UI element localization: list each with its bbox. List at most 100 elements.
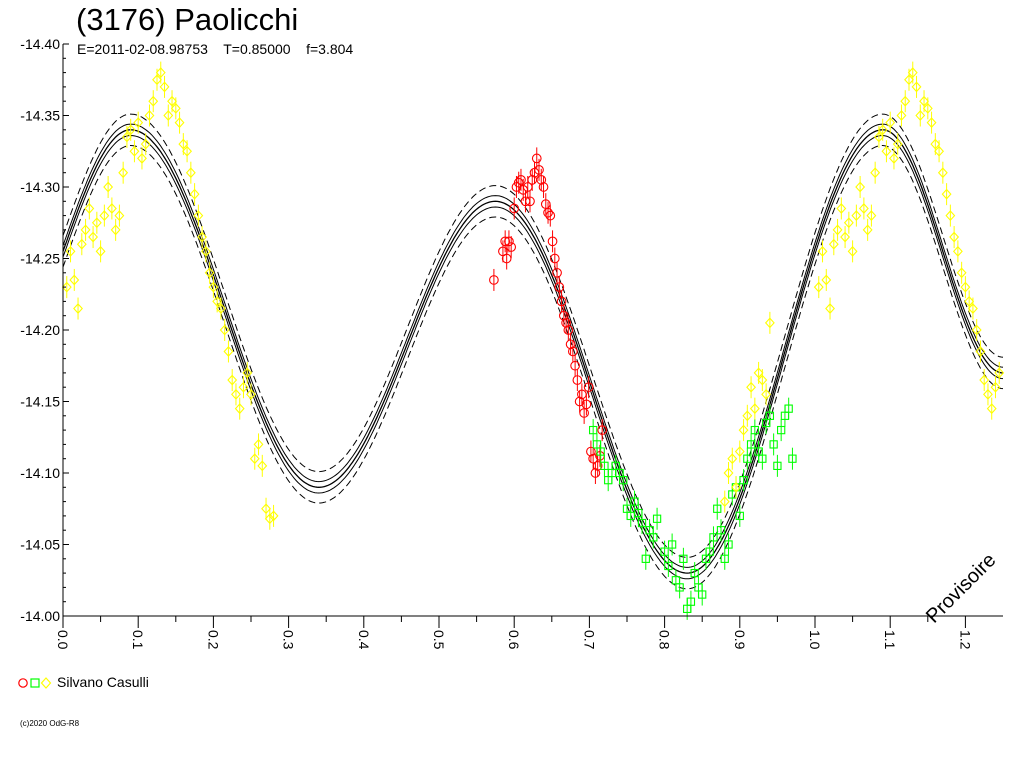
yellow-data-point	[99, 204, 110, 227]
chart-subtitle: E=2011-02-08.98753 T=0.85000 f=3.804	[77, 41, 354, 57]
yellow-data-point	[189, 183, 200, 206]
red-data-point	[501, 247, 512, 270]
green-data-point	[675, 576, 684, 599]
red-data-point	[545, 204, 556, 227]
green-data-point	[773, 454, 782, 477]
green-data-point	[713, 497, 722, 520]
yellow-data-point	[828, 233, 839, 256]
yellow-data-point	[817, 240, 828, 263]
green-data-point	[686, 590, 696, 613]
red-data-point	[516, 168, 526, 191]
green-data-point	[679, 547, 688, 570]
yellow-data-point	[960, 276, 971, 299]
yellow-data-point	[870, 161, 881, 184]
x-tick-label: 1.2	[957, 630, 973, 650]
yellow-data-point	[106, 197, 117, 220]
red-data-point	[554, 276, 565, 299]
legend-green-square-marker	[30, 678, 40, 688]
yellow-data-point	[862, 218, 873, 241]
yellow-data-point	[719, 490, 730, 513]
red-data-point	[489, 268, 499, 291]
yellow-data-point	[234, 397, 245, 420]
green-data-point	[784, 397, 793, 420]
yellow-data-point	[761, 383, 772, 406]
yellow-data-point	[193, 204, 204, 227]
yellow-data-point	[253, 433, 264, 456]
yellow-data-point	[858, 197, 869, 220]
red-data-point	[597, 419, 608, 442]
green-data-point	[664, 554, 673, 577]
green-data-point	[750, 419, 759, 442]
yellow-data-point	[764, 311, 775, 334]
green-data-point	[649, 526, 658, 549]
y-tick-label: -14.35	[20, 108, 60, 124]
legend-label: Silvano Casulli	[57, 674, 149, 690]
yellow-data-point	[881, 140, 892, 163]
yellow-data-point	[103, 176, 114, 198]
yellow-data-point	[971, 319, 982, 341]
green-data-point	[637, 512, 647, 535]
yellow-data-point	[163, 104, 174, 127]
yellow-data-point	[892, 133, 903, 156]
yellow-data-point	[821, 268, 832, 291]
red-data-point	[552, 261, 562, 284]
y-tick-label: -14.20	[20, 322, 60, 338]
y-tick-label: -14.30	[20, 179, 60, 195]
legend-markers	[18, 677, 52, 689]
yellow-data-point	[61, 276, 72, 299]
yellow-data-point	[95, 240, 106, 263]
yellow-data-point	[934, 140, 945, 163]
red-data-point	[572, 369, 583, 392]
yellow-data-point	[731, 476, 741, 499]
yellow-data-point	[956, 261, 967, 284]
yellow-data-point	[937, 161, 948, 184]
yellow-data-point	[986, 397, 997, 420]
x-tick-label: 0.8	[657, 630, 673, 650]
yellow-data-point	[174, 111, 185, 134]
yellow-data-point	[80, 218, 91, 241]
green-data-point	[641, 547, 650, 570]
yellow-data-point	[990, 376, 1001, 399]
legend: Silvano Casulli	[18, 674, 149, 690]
yellow-data-point	[268, 504, 279, 527]
x-tick-label: 0.9	[732, 630, 748, 650]
yellow-data-point	[851, 204, 862, 227]
yellow-data-point	[994, 361, 1005, 384]
y-tick-label: -14.10	[20, 465, 60, 481]
yellow-data-point	[148, 90, 159, 113]
yellow-data-point	[734, 440, 745, 463]
yellow-data-point	[91, 211, 102, 234]
y-tick-label: -14.25	[20, 251, 60, 267]
yellow-data-point	[246, 383, 256, 406]
yellow-data-point	[843, 211, 854, 234]
yellow-data-point	[185, 161, 196, 184]
yellow-data-point	[738, 419, 749, 442]
yellow-data-point	[749, 397, 760, 420]
red-data-point	[536, 168, 547, 191]
red-data-point	[538, 176, 549, 198]
data-points	[61, 61, 1005, 620]
yellow-data-point	[88, 226, 99, 249]
yellow-data-point	[84, 197, 95, 220]
chart-title: (3176) Paolicchi	[76, 2, 299, 37]
green-data-point	[698, 583, 707, 606]
red-data-point	[506, 236, 517, 259]
yellow-data-point	[73, 297, 83, 320]
legend-yellow-diamond-marker	[40, 677, 52, 689]
yellow-data-point	[231, 383, 241, 406]
green-data-point	[777, 419, 786, 442]
red-data-point	[586, 440, 596, 463]
green-data-point	[765, 404, 775, 427]
fit-curve-band-lower	[62, 144, 1004, 590]
red-data-point	[570, 354, 580, 377]
fit-curve-band-upper	[62, 123, 1004, 568]
green-data-point	[716, 519, 726, 542]
legend-red-circle-marker	[18, 678, 28, 688]
axes: -14.40 -14.35 -14.30 -14.25 -14.20 -14.15 -14.…	[20, 36, 1003, 650]
red-data-point	[565, 333, 576, 356]
yellow-data-point	[847, 240, 858, 263]
yellow-data-point	[746, 376, 757, 399]
y-tick-label: -14.40	[20, 36, 60, 52]
yellow-data-point	[182, 140, 193, 163]
red-data-point	[592, 454, 603, 477]
